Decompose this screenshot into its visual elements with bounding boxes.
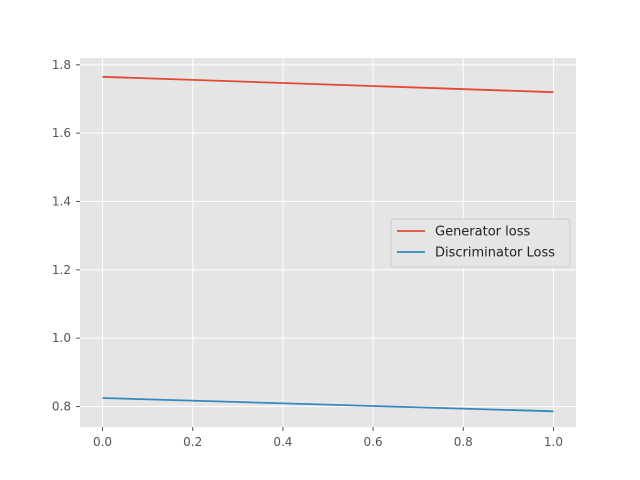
series-line-1 [102, 397, 554, 413]
axis-ticks: 0.0 0.2 0.4 0.6 0.8 1.0 0.8 1.0 1.2 1.4 1.6 1.8 [52, 58, 563, 449]
y-tick-label: 1.6 [52, 126, 71, 140]
y-tick-label: 1.2 [52, 263, 71, 277]
legend: Generator loss Discriminator Loss [390, 218, 571, 268]
y-tick-label: 1.8 [52, 58, 71, 72]
x-tick-label: 0.8 [454, 435, 473, 449]
legend-label: Generator loss [435, 225, 530, 240]
y-tick-label: 0.8 [52, 400, 71, 414]
y-tick-label: 1.0 [52, 331, 71, 345]
x-tick-label: 0.2 [183, 435, 202, 449]
x-tick-label: 0.6 [364, 435, 383, 449]
series-line-0 [102, 75, 554, 94]
legend-box [390, 218, 571, 268]
x-tick-label: 0.4 [273, 435, 292, 449]
legend-label: Discriminator Loss [435, 246, 555, 261]
x-tick-label: 0.0 [93, 435, 112, 449]
y-tick-label: 1.4 [52, 195, 71, 209]
series-lines [102, 75, 554, 413]
grid [80, 58, 576, 427]
x-tick-label: 1.0 [544, 435, 563, 449]
